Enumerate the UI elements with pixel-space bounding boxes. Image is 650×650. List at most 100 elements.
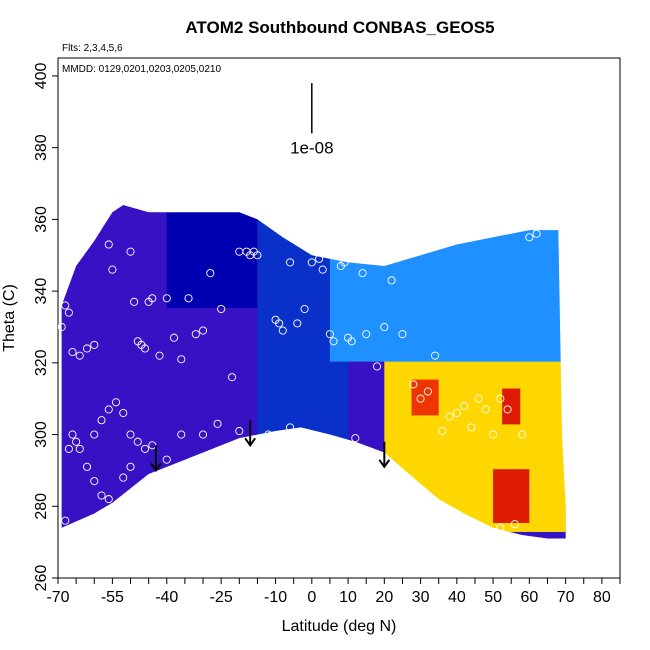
heatmap-cell [275,504,286,515]
heatmap-cell [148,522,159,532]
heatmap-cell [556,271,566,281]
heatmap-cell [175,298,186,308]
observation-point [315,254,324,263]
heatmap-cell [447,370,458,380]
heatmap-cell [329,370,340,380]
heatmap-cell [175,477,186,488]
observation-point [119,473,128,482]
heatmap-cell [420,289,431,299]
heatmap-cell [520,352,530,362]
heatmap-cell [302,271,313,281]
heatmap-cell [284,531,295,539]
heatmap-cell [465,486,476,497]
heatmap-cell [520,280,530,290]
heatmap-cell [284,244,295,255]
heatmap-cell [148,405,159,416]
heatmap-cell [474,387,485,398]
heatmap-cell [184,316,195,326]
heatmap-cell [61,378,68,389]
heatmap-cell [484,450,494,461]
heatmap-cell [529,468,540,479]
heatmap-cell [139,325,150,335]
heatmap-cell [76,477,86,488]
heatmap-cell [465,414,476,425]
heatmap-cell [257,450,268,461]
heatmap-cell [311,217,322,228]
heatmap-cell [493,522,503,532]
heatmap-cell [257,191,267,201]
heatmap-cell [148,477,159,488]
heatmap-cell [547,352,558,362]
heatmap-cell [193,361,204,371]
heatmap-cell [212,307,222,317]
heatmap-cell [140,540,150,550]
heatmap-cell [193,450,204,461]
heatmap-cell [465,459,476,470]
x-tick-label: -40 [155,589,178,606]
heatmap-cell [329,325,340,335]
heatmap-cell [438,522,449,532]
heatmap-cell [438,334,449,344]
heatmap-cell [61,513,68,524]
heatmap-cell [429,271,440,281]
heatmap-cell [484,370,494,380]
heatmap-cell [465,343,476,353]
heatmap-cell [438,414,449,425]
heatmap-cell [520,271,530,281]
heatmap-cell [456,423,467,434]
heatmap-cell [311,271,322,281]
heatmap-cell [184,217,195,228]
heatmap-cell [94,459,104,470]
heatmap-cell [438,432,449,443]
heatmap-cell [457,191,467,201]
heatmap-cell [248,191,258,201]
heatmap-cell [384,334,394,344]
heatmap-cell [67,262,77,272]
heatmap-cell [384,289,394,299]
heatmap-cell [520,432,530,443]
observation-point [481,405,490,414]
heatmap-cell [185,191,195,201]
heatmap-cell [484,289,494,299]
heatmap-cell [339,191,349,201]
heatmap-cell [393,513,404,524]
heatmap-cell [239,486,249,497]
heatmap-cell [61,495,68,506]
heatmap-cell [447,513,458,524]
heatmap-cell [85,280,95,290]
observation-point [325,330,334,339]
heatmap-cell [239,405,249,416]
heatmap-cell [230,522,240,532]
heatmap-cell [511,343,521,353]
heatmap-cell [339,414,349,425]
heatmap-cell [311,504,322,515]
heatmap-cell [293,504,304,515]
heatmap-cell [61,531,68,539]
heatmap-cell [302,298,313,308]
heatmap-cell [266,513,277,524]
heatmap-cell [411,289,422,299]
heatmap-cell [312,540,322,550]
heatmap-cell [520,316,530,326]
heatmap-cell [430,191,440,201]
heatmap-cell [67,217,77,228]
heatmap-cell [302,205,313,210]
heatmap-cell [230,191,240,201]
heatmap-cell [393,486,404,497]
heatmap-cell [384,540,394,550]
heatmap-cell [302,522,313,532]
heatmap-cell [85,495,95,506]
heatmap-cell [248,468,259,479]
heatmap-cell [221,325,231,335]
heatmap-cell [320,205,331,210]
heatmap-cell [76,432,86,443]
heatmap-cell [221,307,231,317]
heatmap-cell [212,262,222,272]
heatmap-cell [502,513,512,524]
heatmap-cell [76,387,86,398]
heatmap-cell [139,459,150,470]
heatmap-cell [447,307,458,317]
heatmap-cell [456,280,467,290]
heatmap-cell [275,244,286,255]
heatmap-cell [293,477,304,488]
